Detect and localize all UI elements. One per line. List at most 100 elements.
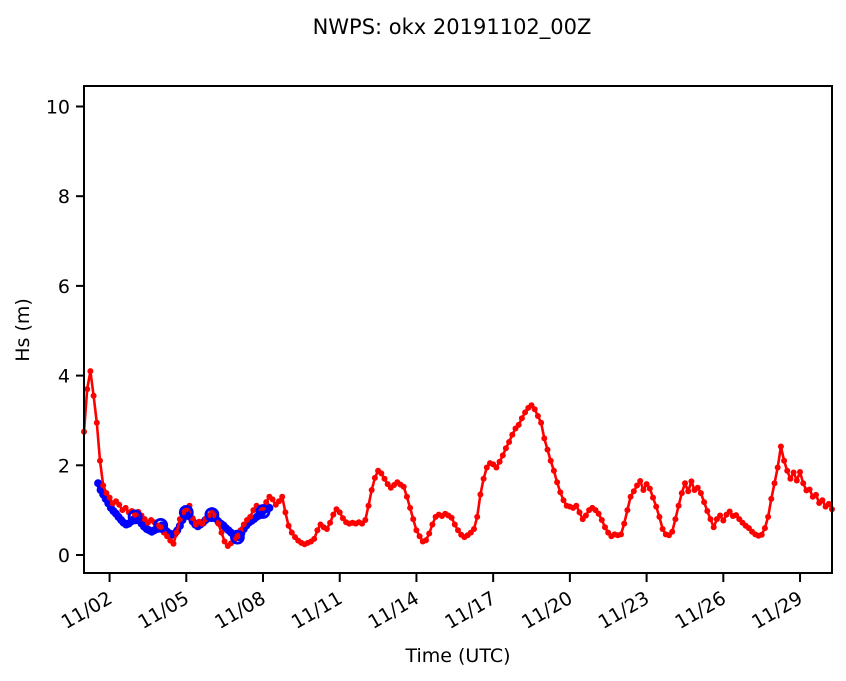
model-hs-forecast-point (173, 529, 180, 536)
model-hs-forecast-point (710, 524, 717, 531)
model-hs-forecast-point (598, 517, 605, 523)
model-hs-forecast-point (170, 540, 177, 547)
model-hs-forecast-point (365, 502, 372, 509)
model-hs-forecast-point (371, 474, 378, 481)
model-hs-forecast-point (368, 487, 375, 493)
model-hs-forecast-point (697, 490, 704, 497)
model-hs-forecast-point (704, 508, 711, 514)
model-hs-forecast-point (531, 406, 538, 413)
model-hs-forecast-point (93, 419, 100, 426)
model-hs-forecast-point (825, 500, 832, 507)
model-hs-forecast-point (451, 521, 458, 528)
model-hs-forecast-point (87, 368, 94, 375)
model-hs-forecast-point (547, 457, 554, 464)
model-hs-forecast-point (650, 494, 656, 501)
model-hs-forecast-point (218, 529, 225, 536)
model-hs-forecast-point (544, 446, 551, 453)
daily-observation-markers (153, 518, 169, 533)
model-hs-forecast-point (784, 467, 791, 474)
model-hs-forecast-point (288, 529, 295, 536)
model-hs-forecast-point (717, 512, 724, 519)
model-hs-forecast-point (813, 491, 819, 498)
x-axis-label: Time (UTC) (404, 645, 510, 667)
model-hs-forecast-point (483, 464, 490, 471)
model-hs-forecast-point (471, 526, 477, 532)
model-hs-forecast-point (157, 524, 164, 531)
model-hs-forecast-point (518, 415, 525, 422)
model-hs-forecast-point (672, 516, 679, 523)
model-hs-forecast-point (400, 483, 407, 490)
model-hs-forecast-point (407, 504, 414, 511)
model-hs-forecast-point (761, 525, 768, 532)
model-hs-forecast-point (221, 538, 228, 545)
model-hs-forecast-point (493, 464, 500, 471)
model-hs-forecast-point (669, 528, 676, 535)
plot-series (81, 368, 835, 549)
model-hs-forecast-point (515, 421, 522, 428)
model-hs-forecast-point (269, 496, 276, 503)
model-hs-forecast-point (455, 527, 461, 534)
x-tick-label: 11/23 (595, 587, 653, 633)
daily-observation-markers (229, 529, 245, 545)
model-hs-forecast-point (448, 514, 455, 521)
model-hs-forecast-point (640, 487, 647, 493)
model-hs-forecast-point (777, 443, 784, 450)
model-hs-forecast-point (403, 493, 410, 500)
model-hs-forecast-point (793, 477, 800, 484)
model-hs-forecast-point (726, 508, 733, 515)
model-hs-forecast-point (199, 520, 206, 527)
model-hs-forecast-point (474, 513, 481, 520)
model-hs-forecast-point (528, 402, 535, 409)
model-hs-forecast-point (765, 513, 772, 520)
plot-frame (83, 85, 833, 574)
model-hs-forecast-point (675, 502, 682, 509)
model-hs-forecast-point (800, 480, 807, 487)
model-hs-forecast-point (330, 511, 337, 518)
model-hs-forecast-point (416, 533, 423, 540)
model-hs-forecast-point (97, 457, 103, 464)
plot-axes: 0 2 4 6 8 10 11/02 11/05 11/08 11/11 11/14 11/17 11/… (46, 85, 833, 634)
model-hs-forecast-point (164, 533, 171, 540)
model-hs-forecast-point (557, 489, 564, 496)
daily-observation-markers (127, 509, 143, 525)
model-hs-forecast-point (646, 485, 653, 492)
model-hs-forecast-point (707, 516, 714, 523)
model-hs-forecast-point (240, 521, 247, 528)
model-hs-forecast-point (582, 512, 589, 519)
model-hs-forecast-point (250, 507, 257, 514)
model-hs-forecast-point (618, 531, 624, 538)
x-tick-label: 11/29 (748, 587, 806, 633)
model-hs-forecast-point (263, 499, 270, 506)
model-hs-forecast-point (509, 431, 516, 438)
model-hs-forecast-point (100, 482, 107, 489)
model-hs-forecast-point (234, 533, 241, 540)
model-hs-forecast-point (694, 484, 701, 491)
model-hs-forecast-point (103, 490, 110, 497)
x-tick-label: 11/11 (288, 587, 346, 633)
model-hs-forecast-point (627, 493, 634, 500)
model-hs-forecast-point (327, 519, 334, 526)
model-hs-forecast-point (554, 479, 561, 486)
y-tick-label: 4 (58, 366, 70, 388)
observed-hs-point (94, 479, 103, 488)
y-tick-label: 8 (58, 186, 70, 208)
model-hs-forecast-point (771, 480, 778, 487)
model-hs-forecast-point (279, 493, 286, 500)
y-tick-label: 6 (58, 276, 70, 298)
chart-title: NWPS: okx 20191102_00Z (313, 15, 592, 40)
daily-observation-markers (178, 505, 194, 520)
model-hs-forecast-point (678, 490, 685, 497)
y-tick-label: 10 (46, 97, 70, 119)
model-hs-forecast-point (630, 488, 637, 495)
x-tick-label: 11/02 (58, 587, 116, 633)
model-hs-forecast-point (339, 515, 346, 522)
model-hs-forecast-point (560, 497, 567, 504)
model-hs-forecast-point (499, 452, 506, 459)
model-hs-forecast-point (682, 480, 688, 487)
model-hs-forecast-point (90, 392, 97, 399)
x-tick-label: 11/17 (441, 587, 499, 633)
model-hs-forecast-point (378, 470, 385, 477)
model-hs-forecast-point (733, 512, 740, 519)
model-hs-forecast-point (637, 478, 644, 484)
model-hs-forecast-point (602, 524, 608, 531)
